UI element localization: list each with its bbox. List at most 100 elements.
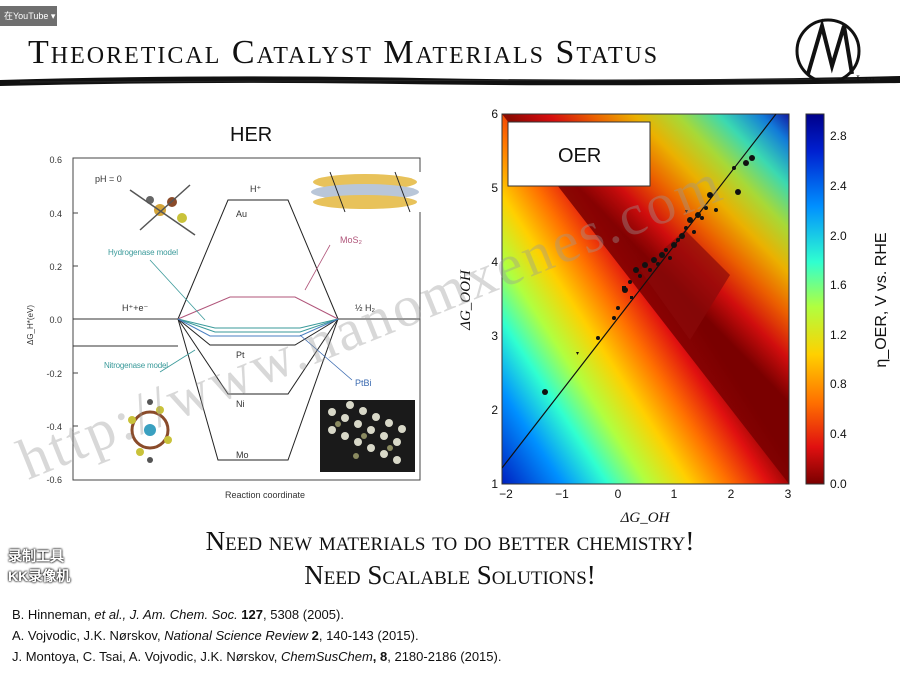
oer-point xyxy=(659,252,665,258)
oer-point xyxy=(630,296,633,299)
oer-point xyxy=(700,216,704,220)
oer-point xyxy=(687,217,693,223)
oer-point xyxy=(692,230,696,234)
reference-item: B. Hinneman, et al., J. Am. Chem. Soc. 1… xyxy=(12,607,344,622)
oer-ytick: 5 xyxy=(491,181,498,195)
oer-point xyxy=(648,268,652,272)
her-ytick: -0.4 xyxy=(46,422,62,432)
her-level-mos2: MoS₂ xyxy=(340,235,363,245)
her-level-pt: Pt xyxy=(236,350,245,360)
oer-colorbar xyxy=(805,113,825,485)
oer-point xyxy=(638,274,642,278)
oer-ytick: 6 xyxy=(491,107,498,121)
message-line-2: Need Scalable Solutions! xyxy=(304,560,596,590)
oer-point xyxy=(616,306,620,310)
her-ytick: 0.0 xyxy=(49,315,62,325)
oer-point xyxy=(671,242,677,248)
oer-ctick: 0.8 xyxy=(830,377,847,391)
her-level-right: ½ H₂ xyxy=(355,303,376,313)
her-hydrogenase-label: Hydrogenase model xyxy=(108,248,178,257)
oer-point xyxy=(542,389,548,395)
her-ph: pH = 0 xyxy=(95,174,122,184)
oer-point xyxy=(695,212,701,218)
oer-ytick: 4 xyxy=(491,255,498,269)
oer-xtick: 1 xyxy=(671,487,678,501)
oer-data-points xyxy=(542,155,755,395)
oer-xtick: −1 xyxy=(555,487,569,501)
recorder-line-1: 录制工具 xyxy=(8,548,64,564)
oer-ytick: 3 xyxy=(491,329,498,343)
oer-point xyxy=(749,155,755,161)
references: B. Hinneman, et al., J. Am. Chem. Soc. 1… xyxy=(12,604,501,667)
oer-point xyxy=(664,248,668,252)
slide-title: Theoretical Catalyst Materials Status xyxy=(28,34,660,71)
nitrogenase-molecule-icon xyxy=(128,399,172,463)
oer-ctick: 2.8 xyxy=(830,129,847,143)
her-ytick: 0.6 xyxy=(49,155,62,165)
her-nitrogenase-label: Nitrogenase model xyxy=(104,361,168,370)
logo-lab-text: Lab xyxy=(856,72,875,86)
her-level-ni: Ni xyxy=(236,399,245,409)
her-level-au: Au xyxy=(236,209,247,219)
oer-ctick: 0.4 xyxy=(830,427,847,441)
oer-point xyxy=(596,336,600,340)
her-ytick: -0.2 xyxy=(46,369,62,379)
her-ytick: 0.4 xyxy=(49,209,62,219)
recorder-line-2: KK录像机 xyxy=(8,568,71,584)
her-ytick: 0.2 xyxy=(49,262,62,272)
message-line-1: Need new materials to do better chemistr… xyxy=(205,526,695,556)
her-level-ptbi: PtBi xyxy=(355,378,372,388)
title-underline-brush xyxy=(0,76,900,86)
oer-xtick: −2 xyxy=(499,487,513,501)
oer-ctick: 1.2 xyxy=(830,328,847,342)
oer-point xyxy=(707,192,713,198)
oer-ytick: 2 xyxy=(491,403,498,417)
her-ytick: -0.6 xyxy=(46,475,62,485)
oer-xlabel: ΔG_OH xyxy=(620,510,671,526)
oer-xtick: 3 xyxy=(785,487,792,501)
oer-ctick: 1.6 xyxy=(830,278,847,292)
oer-ctick: 0.0 xyxy=(830,477,847,491)
recorder-watermark: 录制工具 KK录像机 xyxy=(8,546,70,586)
av-lab-logo xyxy=(795,18,861,84)
oer-ylabel: ΔG_OOH xyxy=(458,269,474,331)
oer-point xyxy=(735,189,741,195)
her-xlabel: Reaction coordinate xyxy=(225,490,305,500)
her-diagram: 0.6 0.4 0.2 0.0 -0.2 -0.4 -0.6 ΔG_H*(eV)… xyxy=(26,155,422,500)
oer-colorbar-label: η_OER, V vs. RHE xyxy=(873,232,890,367)
oer-point xyxy=(668,256,672,260)
hydrogenase-molecule-icon xyxy=(129,184,196,236)
oer-ctick: 2.4 xyxy=(830,179,847,193)
mos2-sheet-image xyxy=(310,171,422,213)
oer-ctick: 2.0 xyxy=(830,229,847,243)
oer-point xyxy=(642,262,648,268)
oer-title: OER xyxy=(558,145,601,167)
oer-point xyxy=(676,238,680,242)
oer-point xyxy=(576,352,579,355)
her-level-hplus: H⁺ xyxy=(250,184,261,194)
oer-point xyxy=(633,267,639,273)
oer-point xyxy=(714,208,718,212)
her-level-mo: Mo xyxy=(236,450,249,460)
youtube-badge[interactable]: 在YouTube ▾ xyxy=(0,6,57,26)
oer-point xyxy=(622,286,626,290)
oer-point xyxy=(612,316,616,320)
oer-point xyxy=(656,262,660,266)
her-title: HER xyxy=(230,124,273,146)
oer-point xyxy=(628,280,632,284)
oer-volcano-plot: OER xyxy=(458,107,890,526)
oer-xtick: 2 xyxy=(728,487,735,501)
oer-xtick: 0 xyxy=(615,487,622,501)
her-ylabel: ΔG_H*(eV) xyxy=(26,305,35,345)
oer-point xyxy=(732,166,736,170)
her-level-left: H⁺+e⁻ xyxy=(122,303,149,313)
ptbi-surface-image xyxy=(320,400,415,472)
oer-point xyxy=(685,210,688,213)
reference-item: J. Montoya, C. Tsai, A. Vojvodic, J.K. N… xyxy=(12,649,502,664)
oer-point xyxy=(743,160,749,166)
oer-point xyxy=(684,226,688,230)
oer-point xyxy=(651,257,657,263)
reference-item: A. Vojvodic, J.K. Nørskov, National Scie… xyxy=(12,628,419,643)
oer-point xyxy=(679,233,685,239)
oer-ytick: 1 xyxy=(491,477,498,491)
